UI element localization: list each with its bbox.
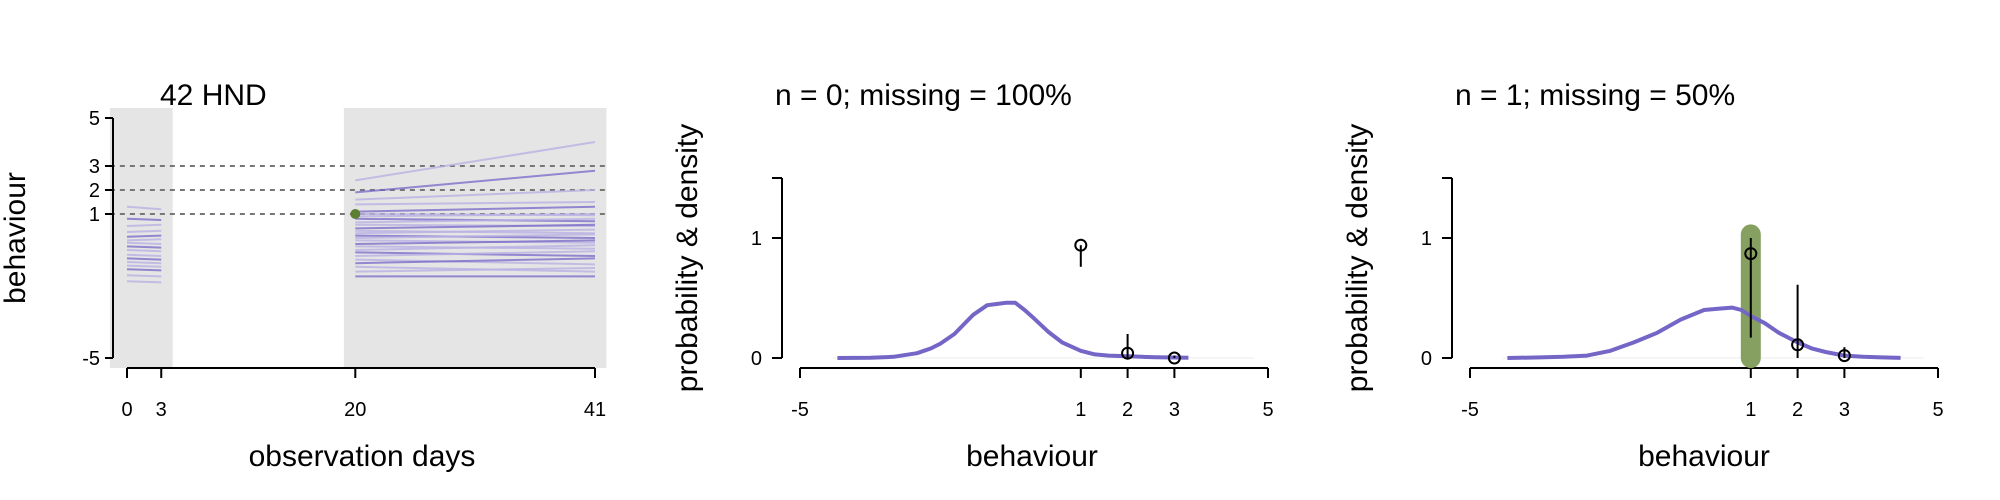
trajectory-line	[127, 239, 161, 240]
y-tick-label: 1	[1421, 228, 1432, 250]
y-tick-label: -5	[82, 348, 100, 370]
x-tick-label: 20	[344, 399, 366, 421]
observed-point	[350, 209, 360, 219]
density-curve	[837, 303, 1188, 358]
y-tick-label: 0	[1421, 348, 1432, 370]
trajectory-line	[127, 225, 161, 226]
y-tick-label: 5	[89, 108, 100, 130]
trajectory-line	[127, 266, 161, 267]
panel-prior-distribution: 0 1 -5 1 2 3 5 n = 0; missing = 100% probabili…	[671, 79, 1274, 473]
x-tick-label: 2	[1792, 399, 1803, 421]
y-tick-label: 0	[751, 348, 762, 370]
x-tick-label: -5	[1461, 399, 1479, 421]
trajectory-line	[127, 250, 161, 251]
observation-window-0	[110, 108, 173, 368]
x-tick-label: 41	[584, 399, 606, 421]
x-tick-label: 3	[156, 399, 167, 421]
panel1-xlabel: observation days	[249, 440, 476, 473]
x-tick-label: 0	[121, 399, 132, 421]
panel1-ylabel: behaviour	[0, 172, 32, 304]
x-tick-label: 3	[1839, 399, 1850, 421]
trajectory-line	[127, 255, 161, 256]
trajectory-line	[127, 262, 161, 263]
trajectory-line	[127, 236, 161, 237]
trajectory-line	[127, 243, 161, 244]
trajectory-line	[127, 269, 161, 270]
y-tick-label: 1	[751, 228, 762, 250]
trajectory-line	[127, 258, 161, 259]
panel2-title: n = 0; missing = 100%	[775, 79, 1072, 112]
x-tick-label: -5	[791, 399, 809, 421]
panel-posterior-distribution: 0 1 -5 1 2 3 5 n = 1; missing = 50% probabilit…	[1341, 79, 1944, 473]
panel2-xlabel: behaviour	[966, 440, 1098, 473]
y-tick-label: 2	[89, 180, 100, 202]
panel1-title: 42 HND	[160, 79, 267, 112]
panel3-ylabel: probability & density	[1341, 124, 1374, 392]
x-tick-label: 5	[1262, 399, 1273, 421]
trajectory-line	[127, 275, 161, 276]
panel2-ylabel: probability & density	[671, 124, 704, 392]
x-tick-label: 5	[1932, 399, 1943, 421]
x-tick-label: 1	[1745, 399, 1756, 421]
trajectory-line	[127, 231, 161, 232]
panel3-title: n = 1; missing = 50%	[1455, 79, 1735, 112]
x-tick-label: 1	[1075, 399, 1086, 421]
y-tick-label: 1	[89, 204, 100, 226]
trajectory-line	[127, 281, 161, 282]
x-tick-label: 3	[1169, 399, 1180, 421]
panel3-xlabel: behaviour	[1638, 440, 1770, 473]
trajectory-line	[127, 246, 161, 247]
trajectory-line	[127, 219, 161, 220]
x-tick-label: 2	[1122, 399, 1133, 421]
y-tick-label: 3	[89, 156, 100, 178]
